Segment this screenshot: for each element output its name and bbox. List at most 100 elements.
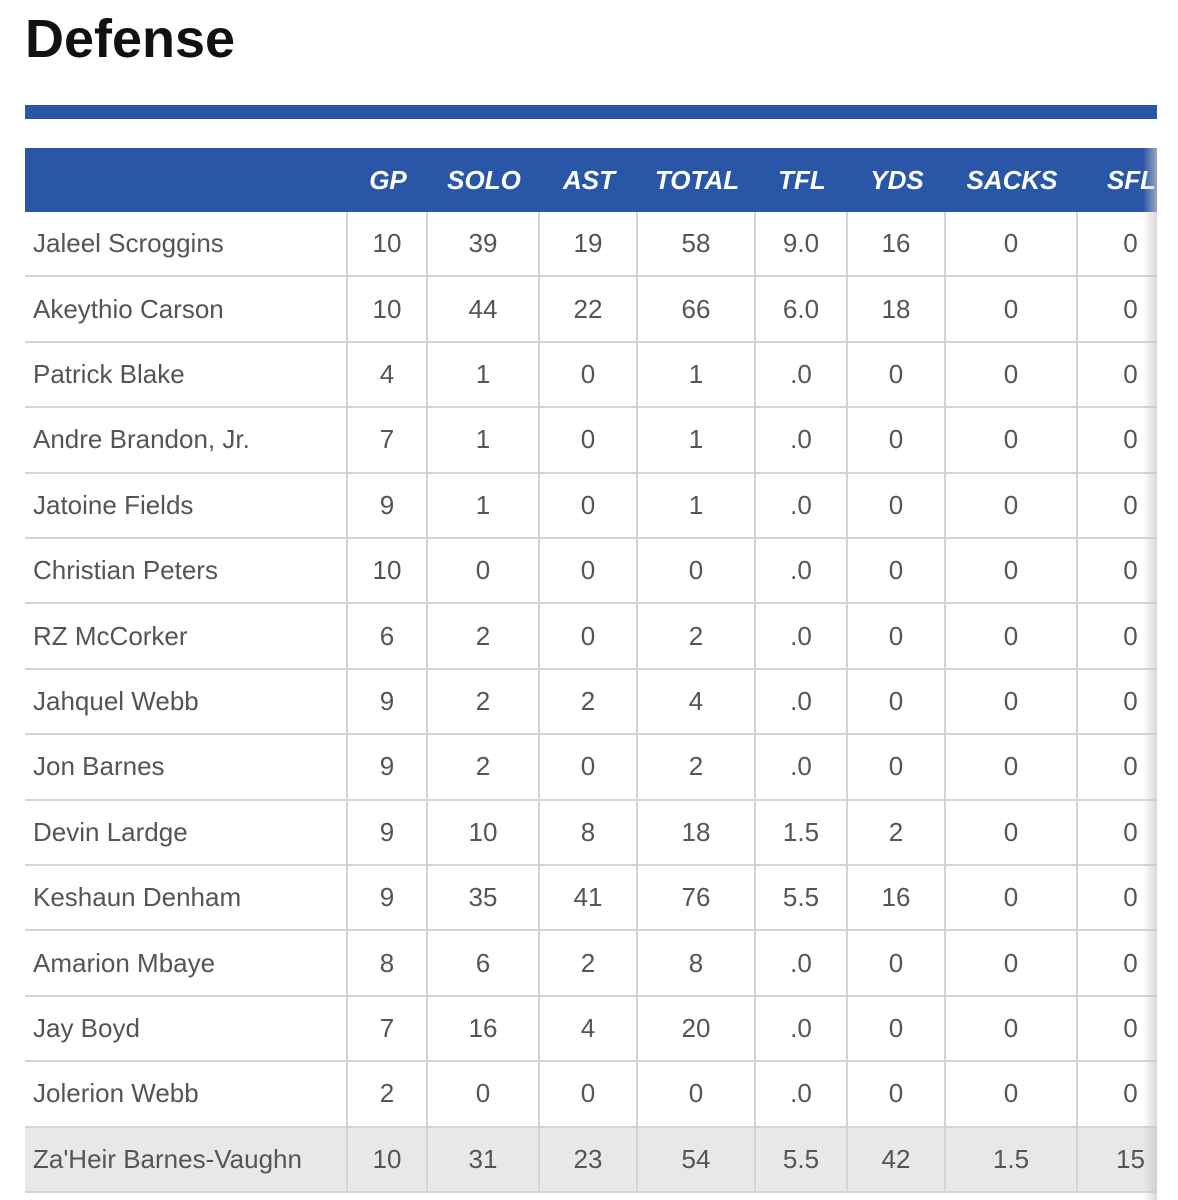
column-header: YDS xyxy=(848,148,946,212)
player-name: Jatoine Fields xyxy=(25,473,348,539)
stat-cell: 4 xyxy=(348,342,428,409)
stat-cell: 10 xyxy=(348,539,428,605)
stat-cell: 2 xyxy=(638,735,756,801)
stat-cell: 0 xyxy=(1078,474,1157,539)
stat-cell: 4 xyxy=(638,669,756,736)
stat-cell: 0 xyxy=(848,604,946,670)
stat-cell: 0 xyxy=(946,539,1078,605)
stat-cell: 0 xyxy=(946,800,1078,866)
stat-cell: 41 xyxy=(540,866,638,932)
stat-cell: 1.5 xyxy=(946,1127,1078,1193)
stat-cell: 42 xyxy=(848,1127,946,1193)
stat-cell: 0 xyxy=(946,1062,1078,1128)
stat-cell: 6.0 xyxy=(756,277,848,343)
player-name: RZ McCorker xyxy=(25,604,348,670)
player-name: Christian Peters xyxy=(25,539,348,605)
player-name: Jolerion Webb xyxy=(25,1062,348,1128)
player-name: Jahquel Webb xyxy=(25,669,348,736)
stat-cell: 0 xyxy=(946,669,1078,736)
stat-cell: 0 xyxy=(1078,277,1157,343)
stat-cell: 0 xyxy=(428,1062,540,1128)
stat-cell: .0 xyxy=(756,604,848,670)
stat-cell: 10 xyxy=(428,800,540,866)
stat-cell: 4 xyxy=(540,996,638,1063)
stat-cell: 20 xyxy=(638,996,756,1063)
stat-cell: 0 xyxy=(1078,931,1157,997)
stat-cell: .0 xyxy=(756,735,848,801)
stat-cell: 0 xyxy=(540,735,638,801)
stat-cell: 19 xyxy=(540,212,638,278)
stat-cell: 1 xyxy=(428,408,540,474)
stat-cell: 0 xyxy=(1078,801,1157,866)
stat-cell: 7 xyxy=(348,408,428,474)
stat-cell: 0 xyxy=(848,473,946,539)
stat-cell: .0 xyxy=(756,669,848,736)
stat-cell: 1 xyxy=(428,342,540,409)
stat-cell: 8 xyxy=(348,931,428,997)
stat-cell: 10 xyxy=(348,277,428,343)
stat-cell: 5.5 xyxy=(756,1127,848,1193)
stat-cell: 0 xyxy=(946,408,1078,474)
stat-cell: 5.5 xyxy=(756,866,848,932)
stat-cell: 54 xyxy=(638,1127,756,1193)
stat-cell: 1 xyxy=(428,473,540,539)
stat-cell: 0 xyxy=(946,996,1078,1063)
stat-cell: 0 xyxy=(540,408,638,474)
stat-cell: 2 xyxy=(428,669,540,736)
stat-cell: 0 xyxy=(848,931,946,997)
stat-cell: 9 xyxy=(348,473,428,539)
stat-cell: 0 xyxy=(1078,997,1157,1063)
stat-cell: 0 xyxy=(848,408,946,474)
stat-cell: 0 xyxy=(946,604,1078,670)
stat-cell: 10 xyxy=(348,212,428,278)
stat-cell: 76 xyxy=(638,866,756,932)
stat-cell: 0 xyxy=(1078,866,1157,932)
stat-cell: 0 xyxy=(1078,735,1157,801)
stat-cell: 6 xyxy=(428,931,540,997)
stat-cell: 7 xyxy=(348,996,428,1063)
stat-cell: 18 xyxy=(848,277,946,343)
stat-cell: .0 xyxy=(756,473,848,539)
stat-cell: 58 xyxy=(638,212,756,278)
stat-cell: 8 xyxy=(540,800,638,866)
stat-cell: 0 xyxy=(848,342,946,409)
player-name: Jay Boyd xyxy=(25,996,348,1063)
stat-cell: 35 xyxy=(428,866,540,932)
stat-cell: 2 xyxy=(348,1062,428,1128)
stat-cell: 1 xyxy=(638,408,756,474)
player-name: Amarion Mbaye xyxy=(25,931,348,997)
stat-cell: 0 xyxy=(1078,604,1157,670)
page-title: Defense xyxy=(25,9,236,69)
stat-cell: 9.0 xyxy=(756,212,848,278)
stat-cell: .0 xyxy=(756,931,848,997)
player-name: Andre Brandon, Jr. xyxy=(25,408,348,474)
stat-cell: 2 xyxy=(638,604,756,670)
stat-cell: 0 xyxy=(946,342,1078,409)
stat-cell: 16 xyxy=(428,996,540,1063)
stat-cell: 39 xyxy=(428,212,540,278)
stat-cell: 16 xyxy=(848,212,946,278)
stat-cell: 0 xyxy=(638,539,756,605)
stat-cell: .0 xyxy=(756,1062,848,1128)
stat-cell: 23 xyxy=(540,1127,638,1193)
stat-cell: 0 xyxy=(428,539,540,605)
stat-cell: .0 xyxy=(756,996,848,1063)
stat-cell: 6 xyxy=(348,604,428,670)
stat-cell: 0 xyxy=(540,1062,638,1128)
stat-cell: 0 xyxy=(848,669,946,736)
stat-cell: 2 xyxy=(428,735,540,801)
player-name: Patrick Blake xyxy=(25,342,348,409)
stat-cell: 0 xyxy=(540,539,638,605)
stat-cell: 9 xyxy=(348,669,428,736)
stat-cell: 0 xyxy=(946,212,1078,278)
stat-cell: .0 xyxy=(756,408,848,474)
player-name: Za'Heir Barnes-Vaughn xyxy=(25,1127,348,1193)
stat-cell: 1.5 xyxy=(756,800,848,866)
stat-cell: 0 xyxy=(946,277,1078,343)
stat-cell: 9 xyxy=(348,866,428,932)
stat-cell: 10 xyxy=(348,1127,428,1193)
stat-cell: 18 xyxy=(638,800,756,866)
stat-cell: 1 xyxy=(638,473,756,539)
stat-cell: 0 xyxy=(1078,212,1157,278)
column-header: SACKS xyxy=(946,148,1078,212)
